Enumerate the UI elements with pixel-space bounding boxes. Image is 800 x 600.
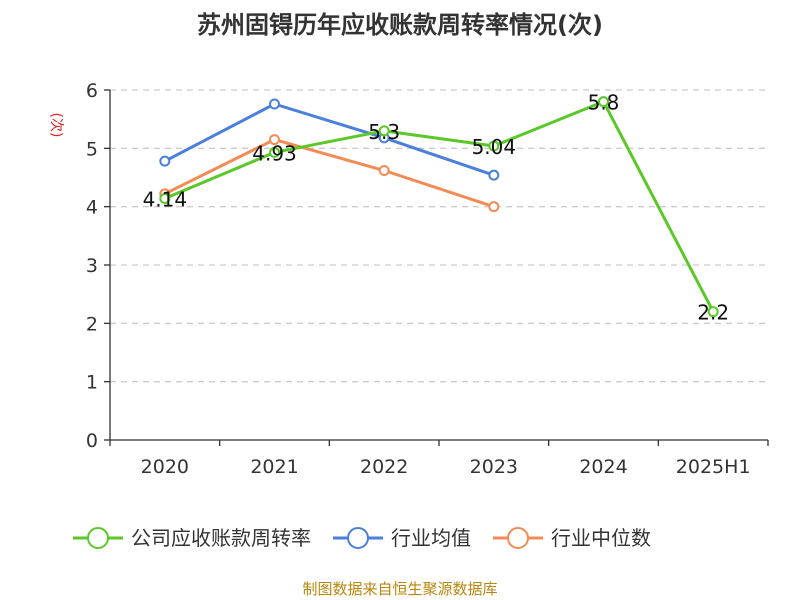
- data-point: [378, 125, 390, 137]
- x-tick-label: 2023: [470, 456, 518, 478]
- y-tick-label: 5: [86, 138, 98, 160]
- x-tick-label: 2022: [360, 456, 408, 478]
- data-label: 5.8: [588, 91, 620, 115]
- x-tick-label: 2020: [141, 456, 189, 478]
- y-tick-label: 3: [86, 255, 98, 277]
- legend-label: 公司应收账款周转率: [131, 526, 311, 550]
- data-point: [159, 193, 171, 204]
- data-point: [598, 96, 609, 108]
- chart-title: 苏州固锝历年应收账款周转率情况(次): [197, 11, 603, 39]
- data-label: 4.14: [143, 188, 188, 212]
- axes: 0 1 2 3 4 5 6 2020 2021 2022 2023 2024 2025H1: [86, 80, 769, 478]
- data-label: 5.04: [472, 135, 517, 159]
- series-line: [164, 138, 495, 209]
- y-axis-label: (次): [48, 113, 64, 138]
- data-point: [159, 155, 171, 167]
- legend-marker: [507, 527, 529, 549]
- y-tick-label: 1: [86, 372, 98, 394]
- y-tick-label: 6: [86, 80, 98, 102]
- legend: 公司应收账款周转率 行业均值 行业中位数: [73, 526, 651, 550]
- data-point: [269, 98, 280, 110]
- data-point: [269, 134, 280, 146]
- data-point: [488, 169, 500, 181]
- data-labels: 4.14 4.93 5.3 5.04 5.8 2.2: [143, 91, 730, 325]
- y-tick-label: 0: [86, 430, 98, 452]
- x-tick-label: 2024: [579, 456, 627, 478]
- legend-marker: [347, 527, 369, 549]
- data-point: [269, 146, 280, 158]
- data-point: [488, 201, 500, 213]
- legend-label: 行业中位数: [551, 526, 651, 550]
- x-tick-label: 2021: [250, 456, 298, 478]
- source-note: 制图数据来自恒生聚源数据库: [302, 580, 497, 598]
- data-label: 2.2: [697, 301, 729, 325]
- data-label: 4.93: [252, 141, 297, 165]
- data-point: [707, 306, 719, 318]
- legend-marker: [87, 527, 109, 549]
- data-point: [488, 140, 500, 152]
- legend-label: 行业均值: [391, 526, 471, 550]
- grid-lines: [110, 89, 768, 383]
- x-tick-label: 2025H1: [676, 456, 751, 478]
- series-line: [164, 102, 495, 177]
- series-group: [159, 96, 719, 318]
- y-tick-label: 4: [86, 197, 98, 219]
- y-tick-label: 2: [86, 313, 98, 335]
- data-label: 5.3: [368, 120, 400, 144]
- series-line: [164, 100, 715, 313]
- data-point: [378, 165, 390, 176]
